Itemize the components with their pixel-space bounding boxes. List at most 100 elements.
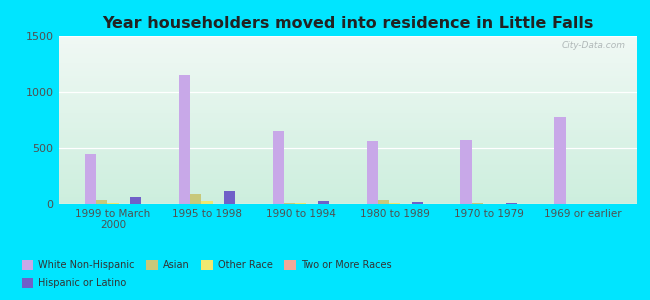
Bar xyxy=(58,148,637,150)
Bar xyxy=(58,159,637,160)
Bar xyxy=(460,140,472,204)
Bar xyxy=(58,51,637,53)
Bar xyxy=(58,46,637,48)
Bar xyxy=(58,184,637,185)
Bar xyxy=(389,203,400,204)
Bar xyxy=(58,112,637,113)
Bar xyxy=(58,152,637,154)
Bar xyxy=(58,197,637,199)
Bar xyxy=(58,143,637,145)
Bar xyxy=(58,70,637,71)
Bar xyxy=(58,181,637,182)
Bar xyxy=(58,73,637,75)
Bar xyxy=(58,115,637,117)
Bar xyxy=(58,202,637,204)
Bar xyxy=(58,192,637,194)
Bar xyxy=(58,66,637,68)
Bar xyxy=(58,113,637,115)
Bar xyxy=(58,76,637,78)
Bar xyxy=(107,203,118,204)
Bar xyxy=(284,203,295,204)
Bar xyxy=(58,132,637,134)
Bar xyxy=(58,105,637,106)
Bar xyxy=(58,199,637,201)
Bar xyxy=(58,194,637,196)
Bar xyxy=(295,203,306,204)
Bar xyxy=(58,162,637,164)
Bar xyxy=(58,140,637,142)
Bar xyxy=(58,174,637,176)
Bar xyxy=(58,139,637,140)
Bar xyxy=(58,80,637,81)
Bar xyxy=(58,63,637,64)
Bar xyxy=(58,120,637,122)
Bar xyxy=(58,117,637,118)
Legend: White Non-Hispanic, Asian, Other Race, Two or More Races: White Non-Hispanic, Asian, Other Race, T… xyxy=(18,256,395,274)
Bar xyxy=(58,164,637,165)
Bar xyxy=(58,36,637,38)
Bar xyxy=(58,160,637,162)
Bar xyxy=(58,118,637,120)
Bar xyxy=(58,61,637,63)
Bar xyxy=(58,55,637,56)
Bar xyxy=(58,201,637,202)
Bar xyxy=(96,200,107,204)
Bar xyxy=(58,38,637,39)
Bar xyxy=(411,202,423,204)
Bar xyxy=(58,41,637,43)
Bar xyxy=(58,187,637,189)
Bar xyxy=(318,201,329,204)
Bar xyxy=(58,177,637,179)
Bar xyxy=(58,78,637,80)
Bar xyxy=(58,92,637,93)
Bar xyxy=(58,128,637,130)
Legend: Hispanic or Latino: Hispanic or Latino xyxy=(18,274,131,292)
Bar xyxy=(58,43,637,44)
Bar xyxy=(58,154,637,155)
Bar xyxy=(58,48,637,50)
Bar xyxy=(367,141,378,204)
Bar xyxy=(58,44,637,46)
Bar xyxy=(84,154,96,204)
Bar xyxy=(58,196,637,197)
Bar xyxy=(58,95,637,97)
Bar xyxy=(58,190,637,192)
Bar xyxy=(58,189,637,190)
Bar xyxy=(224,191,235,204)
Bar xyxy=(554,117,565,204)
Bar xyxy=(58,97,637,98)
Bar xyxy=(58,101,637,103)
Bar xyxy=(58,50,637,51)
Bar xyxy=(58,68,637,70)
Bar xyxy=(58,71,637,73)
Bar xyxy=(58,182,637,184)
Bar xyxy=(58,83,637,85)
Bar xyxy=(58,142,637,143)
Bar xyxy=(58,127,637,128)
Bar xyxy=(58,155,637,157)
Bar xyxy=(58,86,637,88)
Bar xyxy=(202,201,213,204)
Bar xyxy=(506,203,517,204)
Bar xyxy=(190,194,202,204)
Text: City-Data.com: City-Data.com xyxy=(562,41,625,50)
Bar xyxy=(58,75,637,76)
Bar xyxy=(58,147,637,148)
Bar xyxy=(58,93,637,95)
Bar xyxy=(58,185,637,187)
Bar xyxy=(58,108,637,110)
Bar xyxy=(58,100,637,101)
Bar xyxy=(272,131,284,204)
Bar xyxy=(58,39,637,41)
Bar xyxy=(58,150,637,152)
Bar xyxy=(179,75,190,204)
Bar xyxy=(58,59,637,61)
Bar xyxy=(58,169,637,170)
Bar xyxy=(58,58,637,59)
Bar xyxy=(58,157,637,159)
Bar xyxy=(58,110,637,112)
Bar xyxy=(378,200,389,204)
Bar xyxy=(58,145,637,147)
Bar xyxy=(58,123,637,125)
Bar xyxy=(58,56,637,58)
